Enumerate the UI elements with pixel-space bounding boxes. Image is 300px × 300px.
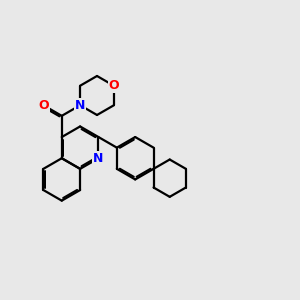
Text: N: N [75,99,85,112]
Text: N: N [75,99,85,112]
Text: O: O [109,79,119,92]
Text: N: N [93,152,104,165]
Text: O: O [38,99,49,112]
